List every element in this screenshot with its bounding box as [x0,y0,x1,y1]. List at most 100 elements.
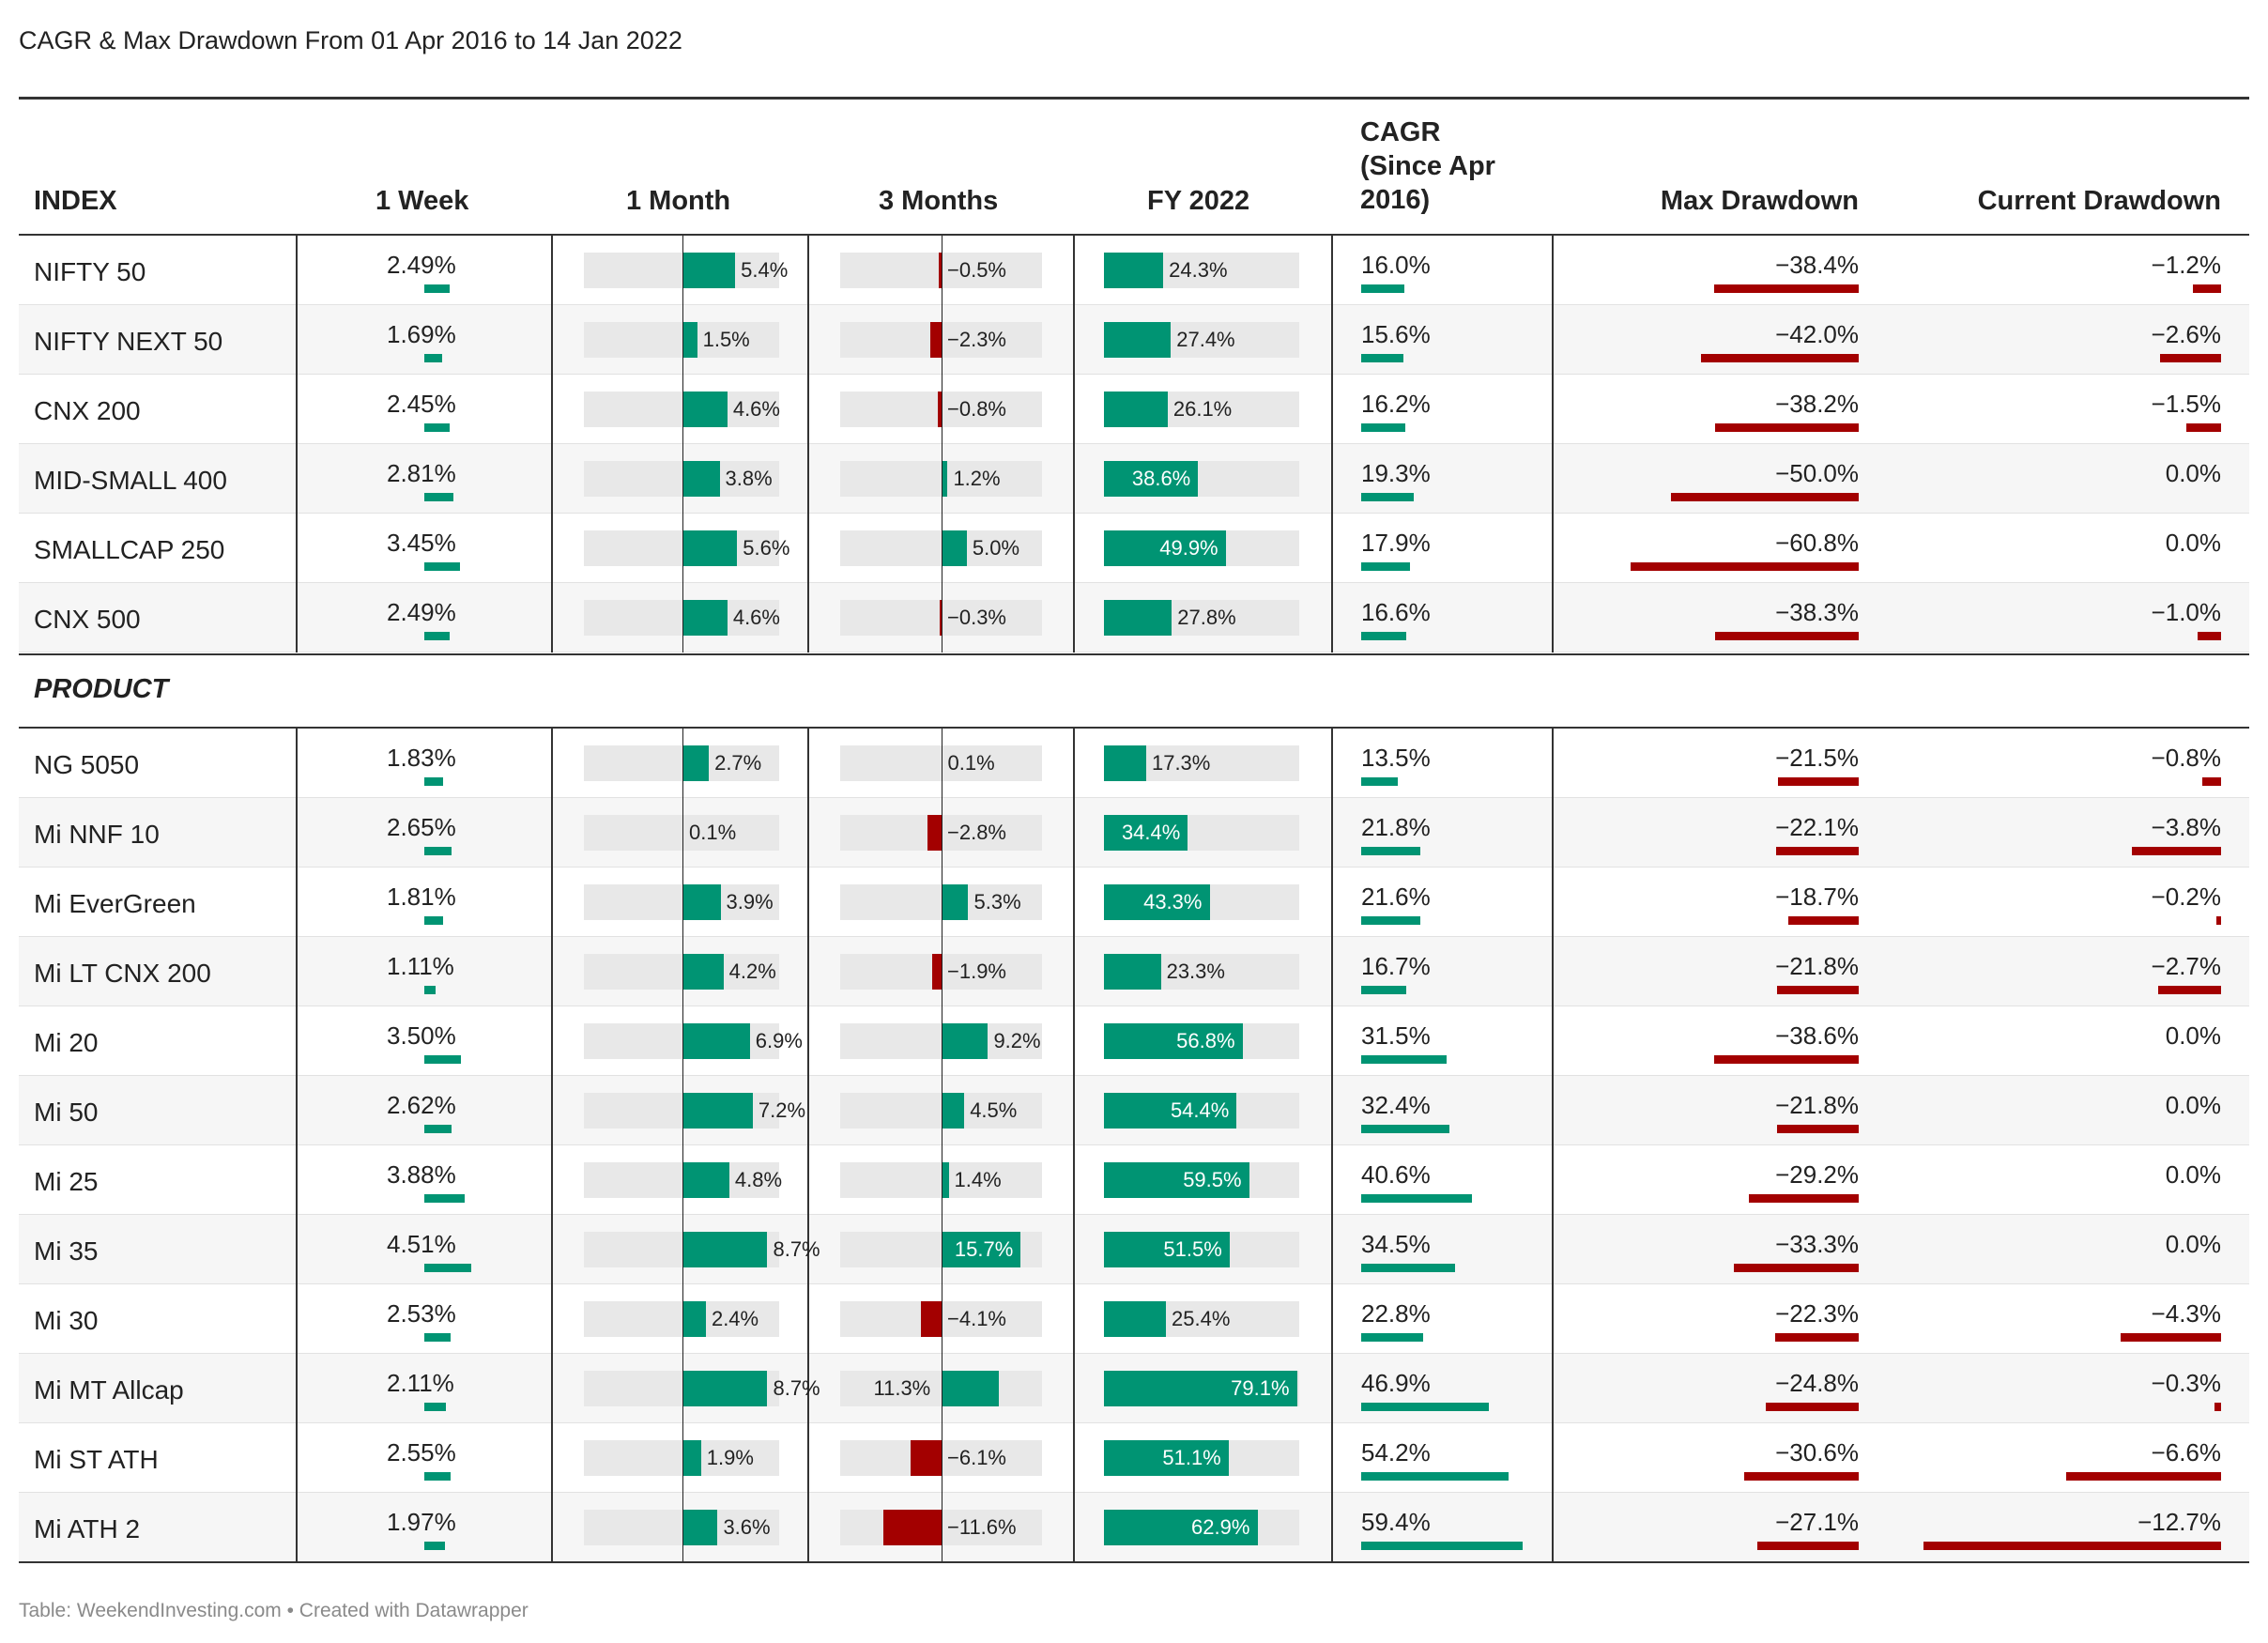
week-bar [424,1194,465,1203]
month-label: 2.4% [711,1307,759,1330]
column-separator [1073,868,1075,937]
index-bottom-rule [19,653,2249,655]
max-drawdown-value: −38.2% [1775,390,1859,418]
cagr-bar [1361,986,1407,994]
column-separator [551,583,553,653]
cagr-value: 21.8% [1361,813,1431,841]
row-divider [19,1144,2249,1145]
max-drawdown-value: −22.1% [1775,813,1859,841]
max-drawdown-value: −21.8% [1775,952,1859,980]
m3-label: −11.6% [947,1515,1017,1539]
max-drawdown-value: −38.4% [1775,251,1859,279]
fy-bar [1104,745,1146,781]
row-name: Mi ATH 2 [34,1514,141,1543]
fy-bar [1104,253,1164,288]
header-1-week: 1 Week [375,186,469,216]
product-row: Mi 35 4.51% 8.7% 15.7% 51.5% 34.5% −33.3% 0.0% [19,1215,2249,1284]
row-name: NIFTY NEXT 50 [34,327,223,356]
column-separator [807,1423,809,1493]
cagr-value: 16.7% [1361,952,1431,980]
header-3-months: 3 Months [879,186,999,216]
m3-bar [939,253,942,288]
column-separator [296,1215,298,1284]
current-drawdown-value: 0.0% [2165,459,2221,487]
fy-label: 54.4% [1170,1098,1230,1122]
cagr-bar [1361,493,1414,501]
fy-label: 51.1% [1162,1446,1221,1469]
max-drawdown-bar [1776,986,1859,994]
chart-title: CAGR & Max Drawdown From 01 Apr 2016 to … [19,26,682,54]
fy-label: 59.5% [1183,1168,1242,1191]
week-bar [424,777,444,786]
current-drawdown-value: 0.0% [2165,529,2221,557]
column-separator [1552,1076,1554,1145]
column-separator [1331,729,1333,798]
week-bar [424,493,453,501]
column-separator [1331,583,1333,653]
month-bar [682,1371,768,1406]
column-separator [1073,1076,1075,1145]
cagr-bar [1361,1403,1489,1411]
month-axis [682,729,683,798]
week-value: 1.83% [387,744,456,772]
column-separator [1552,1493,1554,1562]
max-drawdown-value: −42.0% [1775,320,1859,348]
m3-bar [911,1440,942,1476]
m3-label: −6.1% [947,1446,1006,1469]
column-separator [1331,1006,1333,1076]
column-separator [1552,1284,1554,1354]
max-drawdown-value: −38.3% [1775,598,1859,626]
index-row: NIFTY 50 2.49% 5.4% −0.5% 24.3% 16.0% −38.4% −1… [19,236,2249,305]
week-bar [424,1472,452,1481]
month-bar [682,600,728,636]
m3-label: −0.5% [947,258,1006,282]
fy-label: 26.1% [1172,397,1233,421]
m3-bar [927,815,942,851]
column-separator [807,937,809,1006]
column-separator [551,868,553,937]
week-bar [424,632,451,640]
current-drawdown-value: −1.5% [2151,390,2221,418]
column-separator [1073,1215,1075,1284]
fy-label: 27.8% [1177,606,1236,629]
row-name: MID-SMALL 400 [34,466,227,495]
month-axis [682,375,683,444]
product-row: Mi LT CNX 200 1.11% 4.2% −1.9% 23.3% 16.7% −21… [19,937,2249,1006]
cagr-bar [1361,354,1404,362]
current-drawdown-value: −1.0% [2151,598,2221,626]
cagr-bar [1361,1055,1448,1064]
cagr-value: 16.0% [1361,251,1431,279]
index-row: CNX 200 2.45% 4.6% −0.8% 26.1% 16.2% −38.2% −1.… [19,375,2249,444]
header-cagr: CAGR (Since Apr 2016) [1360,117,1495,215]
m3-label: −1.9% [947,960,1006,983]
cagr-value: 54.2% [1361,1438,1431,1466]
max-drawdown-bar [1778,777,1859,786]
row-divider [19,1283,2249,1284]
fy-bar [1104,1371,1297,1406]
row-name: Mi 50 [34,1098,99,1127]
column-separator [296,798,298,868]
column-separator [1331,798,1333,868]
month-bar [682,1162,729,1198]
cagr-bar [1361,423,1405,432]
cagr-bar [1361,1542,1524,1550]
max-drawdown-value: −18.7% [1775,883,1859,911]
week-value: 2.53% [387,1299,456,1328]
month-bar [682,1023,750,1059]
column-separator [1552,444,1554,514]
header-rule [19,234,2249,236]
column-separator [807,375,809,444]
m3-bar [942,1023,988,1059]
current-drawdown-value: −0.8% [2151,744,2221,772]
fy-label: 38.6% [1131,467,1191,490]
max-drawdown-value: −22.3% [1775,1299,1859,1328]
week-value: 1.11% [387,952,454,980]
column-separator [1073,1493,1075,1562]
max-drawdown-bar [1701,354,1859,362]
row-divider [19,1492,2249,1493]
column-separator [1552,1423,1554,1493]
index-row: NIFTY NEXT 50 1.69% 1.5% −2.3% 27.4% 15.6% −42… [19,305,2249,375]
month-track [584,461,779,497]
max-drawdown-value: −30.6% [1775,1438,1859,1466]
max-drawdown-bar [1743,1472,1859,1481]
